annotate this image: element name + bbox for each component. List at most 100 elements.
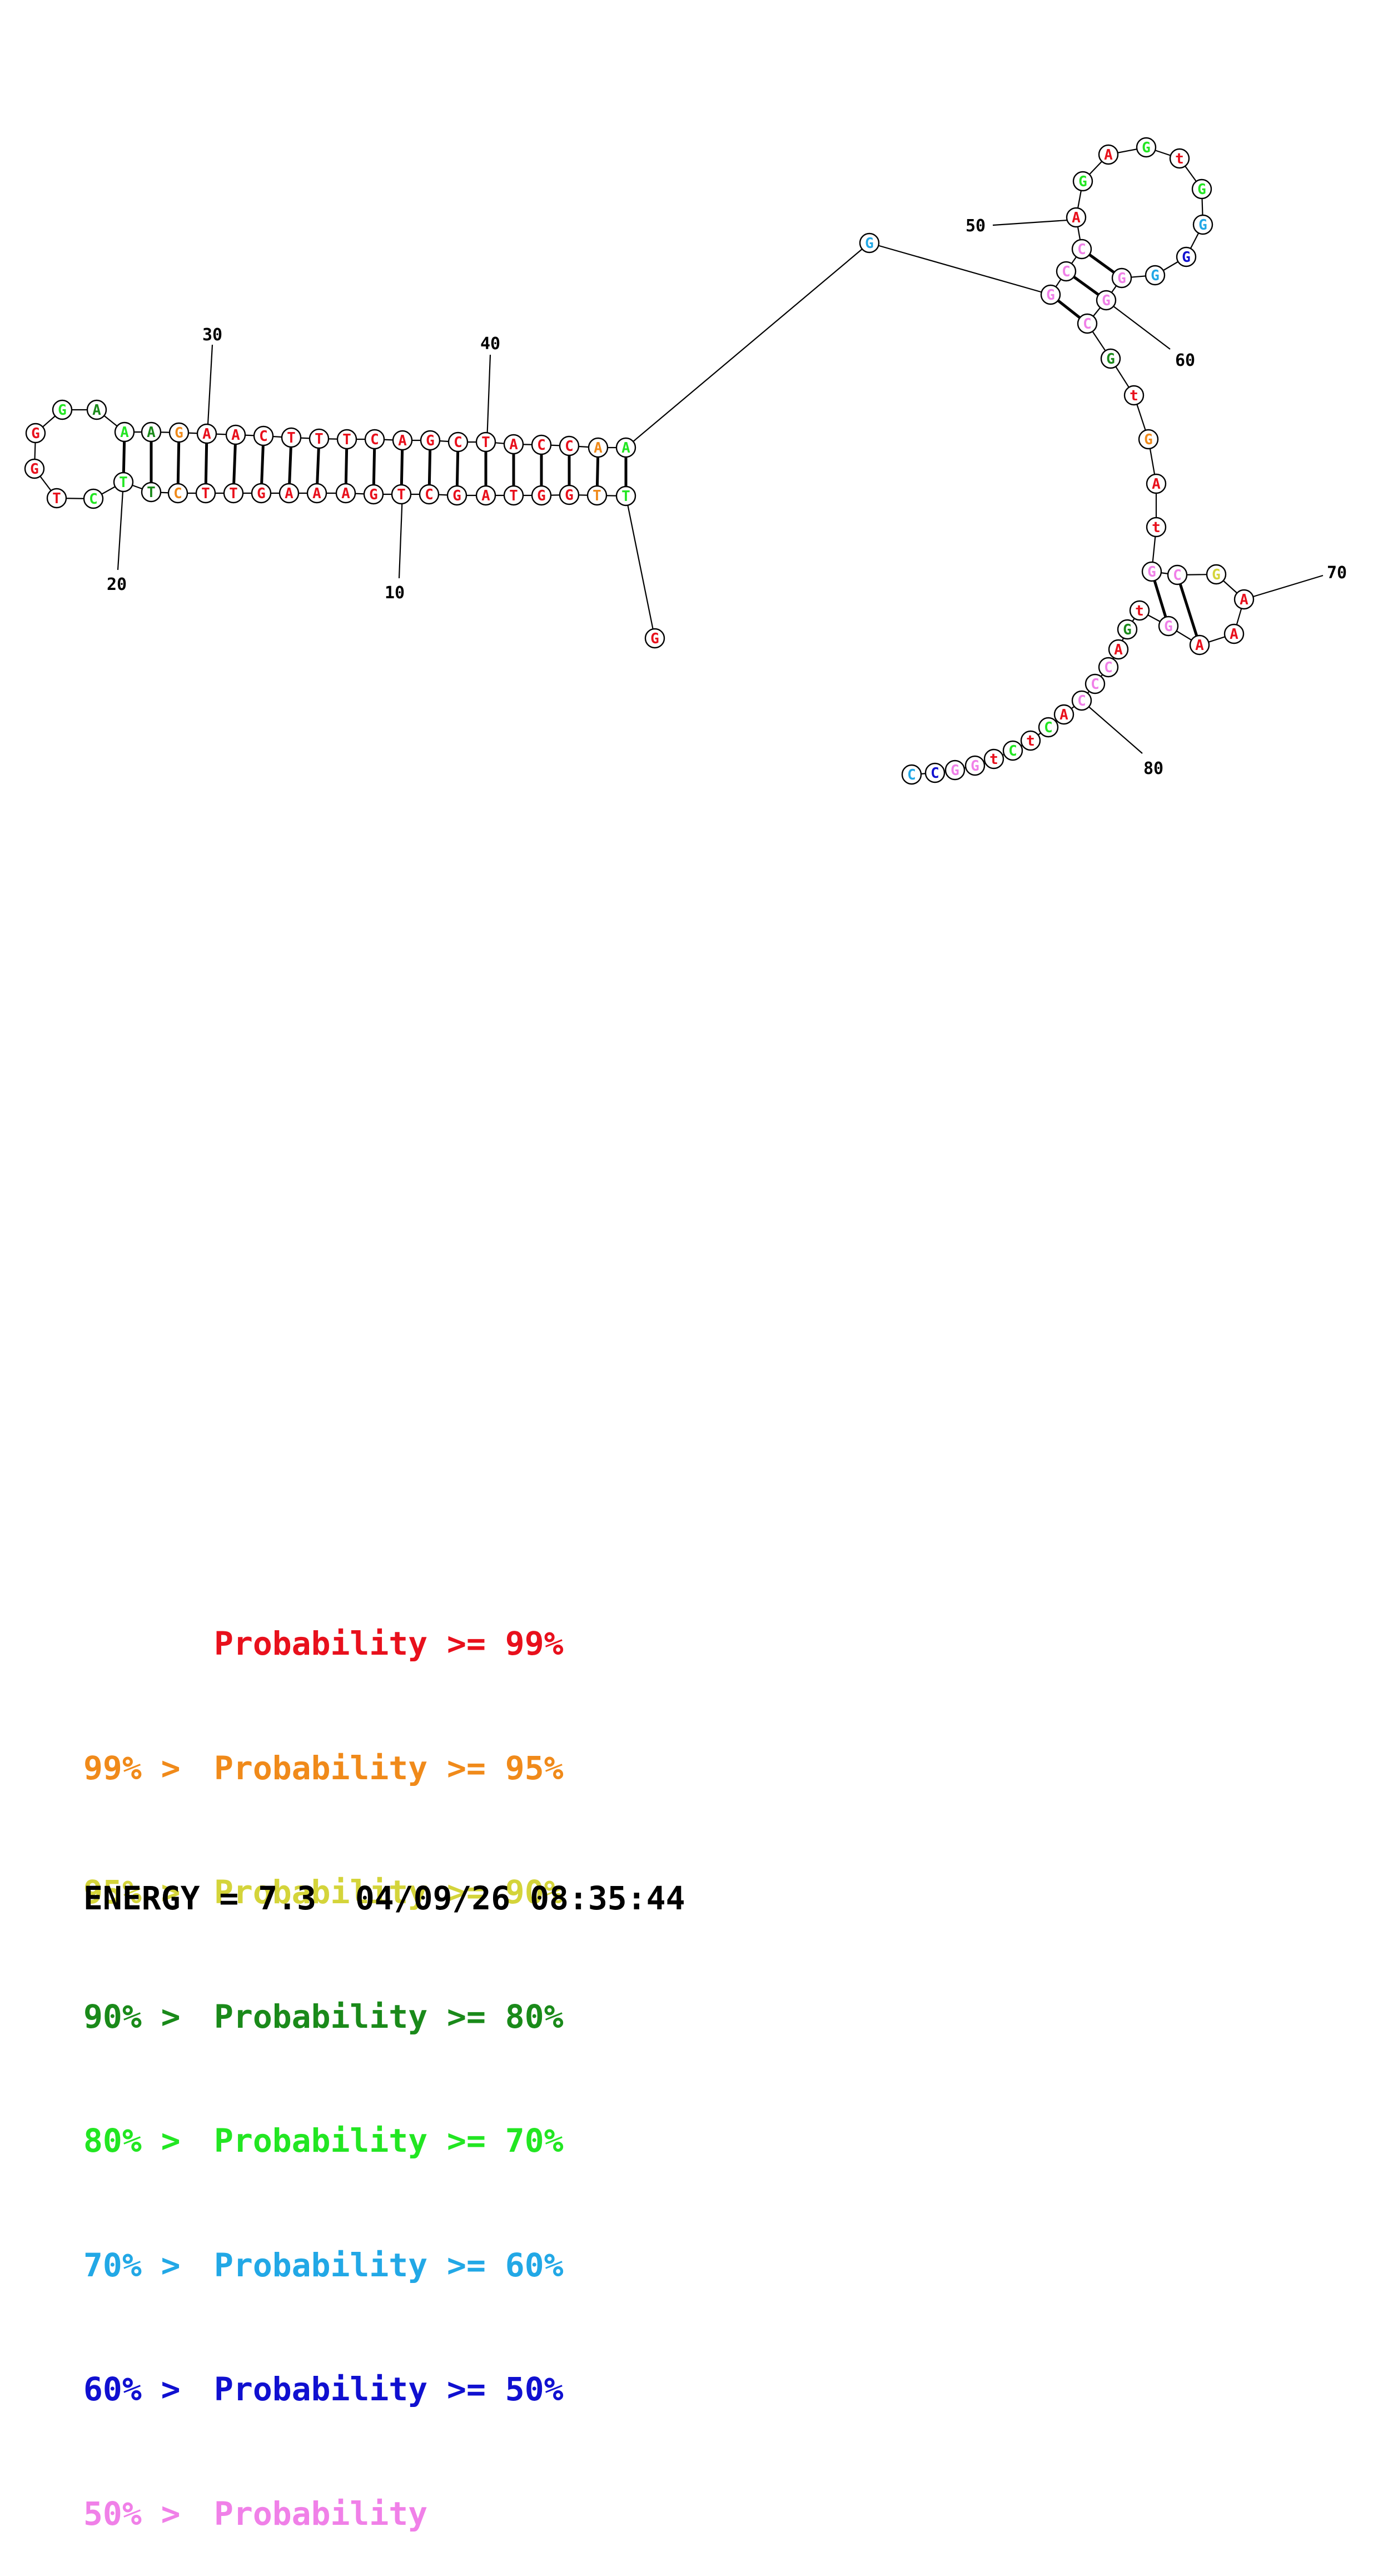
nucleotide-37: A [392, 430, 413, 451]
legend-text: Probability >= 60% [214, 2246, 564, 2284]
backbone-segment [625, 242, 870, 448]
legend-row: 95% > Probability >= 90% [83, 1872, 564, 1913]
nucleotide-circle [1141, 561, 1162, 582]
nucleotide-circle [196, 423, 217, 444]
nucleotide-14: A [278, 483, 300, 504]
position-ticks: 10 20 30 40 50 60 70 80 [107, 216, 1347, 778]
nucleotide-letter: G [565, 487, 574, 504]
nucleotide-letter: G [650, 631, 659, 647]
legend-row: 80% > Probability >= 70% [83, 2120, 564, 2162]
nucleotide-letter: G [1078, 173, 1087, 190]
tick-line-50 [992, 219, 1077, 226]
nucleotide-letter: A [1230, 626, 1238, 643]
nucleotide-letter: A [1104, 147, 1113, 163]
nucleotide-circle [46, 488, 67, 509]
nucleotide-64: G [1138, 429, 1159, 450]
nucleotide-circle [559, 484, 580, 505]
nucleotide-circle [1138, 429, 1159, 450]
nucleotide-84: t [983, 748, 1004, 770]
legend-prefix: 80% > [83, 2122, 181, 2160]
nucleotide-86: G [944, 760, 966, 781]
legend-row: 90% > Probability >= 80% [83, 1996, 564, 2038]
nucleotide-73: G [1158, 616, 1179, 637]
nucleotide-letter: T [509, 488, 518, 504]
nucleotide-45: A [615, 437, 636, 458]
nucleotide-letter: A [1072, 210, 1081, 226]
position-label-10: 10 [385, 583, 405, 603]
nucleotide-circle [1056, 261, 1077, 282]
nucleotide-32: C [253, 425, 274, 446]
legend-text: Probability >= 70% [214, 2122, 564, 2160]
nucleotide-75: G [1117, 619, 1138, 640]
nucleotide-4: G [559, 484, 580, 505]
nucleotide-circle [225, 424, 246, 445]
nucleotide-19: T [141, 482, 162, 503]
nucleotide-26: A [86, 399, 107, 420]
nucleotide-letter: t [1175, 151, 1184, 167]
nucleotide-circle [363, 484, 384, 505]
nucleotide-circle [167, 483, 188, 504]
nucleotide-circle [1191, 178, 1212, 200]
nucleotide-letter: G [1106, 351, 1115, 368]
nucleotide-letter: G [426, 433, 435, 449]
nucleotide-circle [335, 483, 356, 504]
nucleotide-letter: C [1104, 659, 1113, 676]
nucleotide-letter: G [1182, 249, 1191, 266]
nucleotide-63: t [1123, 385, 1145, 406]
tick-line-40 [486, 354, 491, 443]
nucleotide-circle [24, 458, 45, 479]
legend-text: Probability >= 95% [214, 1749, 564, 1787]
nucleotide-letter: C [1091, 676, 1100, 693]
nucleotide-circle [1146, 517, 1167, 538]
legend-prefix: 70% > [83, 2246, 181, 2284]
nucleotide-letter: A [481, 488, 490, 504]
nucleotide-circle [1085, 673, 1106, 694]
rna-structure-diagram: 10 20 30 40 50 60 70 80 GTTGGTAGCTGAAAGT… [24, 137, 1347, 785]
backbone-segment [625, 495, 656, 639]
nucleotide-letter: t [1130, 388, 1138, 404]
nucleotide-circle [1129, 600, 1150, 621]
nucleotide-letter: t [1026, 733, 1035, 750]
nucleotide-9: C [419, 484, 440, 505]
nucleotide-letter: T [481, 434, 490, 451]
nucleotide-54: t [1169, 148, 1190, 169]
legend-text: Probability [214, 2494, 428, 2533]
nucleotide-letter: G [1123, 622, 1132, 638]
nucleotide-circle [168, 422, 190, 443]
nucleotide-letter: A [231, 427, 240, 444]
nucleotide-letter: C [89, 491, 98, 508]
nucleotide-letter: T [397, 487, 406, 503]
nucleotide-80: A [1053, 704, 1074, 725]
nucleotide-letter: A [398, 433, 407, 449]
nucleotide-letter: t [989, 751, 998, 768]
nucleotide-letter: A [147, 424, 156, 441]
nucleotide-letter: G [31, 425, 40, 442]
nucleotide-circle [1100, 348, 1121, 369]
nucleotide-circle [588, 437, 609, 458]
nucleotide-circle [531, 434, 552, 455]
nucleotide-letter: G [1212, 567, 1221, 583]
energy-readout: ENERGY = 7.3 04/09/26 08:35:44 [83, 1879, 685, 1917]
nucleotide-circle [1066, 207, 1087, 228]
nucleotide-circle [1098, 144, 1119, 165]
nucleotide-78: C [1085, 673, 1106, 694]
nucleotide-circle [615, 437, 636, 458]
nucleotide-74: t [1129, 600, 1150, 621]
nucleotide-59: G [1111, 267, 1132, 289]
nucleotide-circle [278, 483, 300, 504]
legend-row: 99% > Probability >= 95% [83, 1748, 564, 1789]
nucleotide-6: T [503, 485, 524, 506]
probability-legend: Probability >= 99% 99% > Probability >= 9… [83, 1540, 564, 2576]
nucleotide-letter: T [315, 431, 324, 448]
nucleotide-circle [901, 764, 922, 785]
nucleotide-circle [1040, 284, 1061, 305]
legend-text: Probability >= 50% [214, 2370, 564, 2408]
nucleotide-circle [1146, 473, 1167, 494]
nucleotide-circle [1096, 290, 1117, 311]
base-pair-bond [1153, 580, 1167, 618]
nucleotide-circle [52, 399, 73, 420]
nucleotide-85: G [964, 755, 986, 776]
nucleotide-33: T [281, 427, 302, 448]
legend-prefix: 99% > [83, 1749, 181, 1787]
nucleotide-31: A [225, 424, 246, 445]
